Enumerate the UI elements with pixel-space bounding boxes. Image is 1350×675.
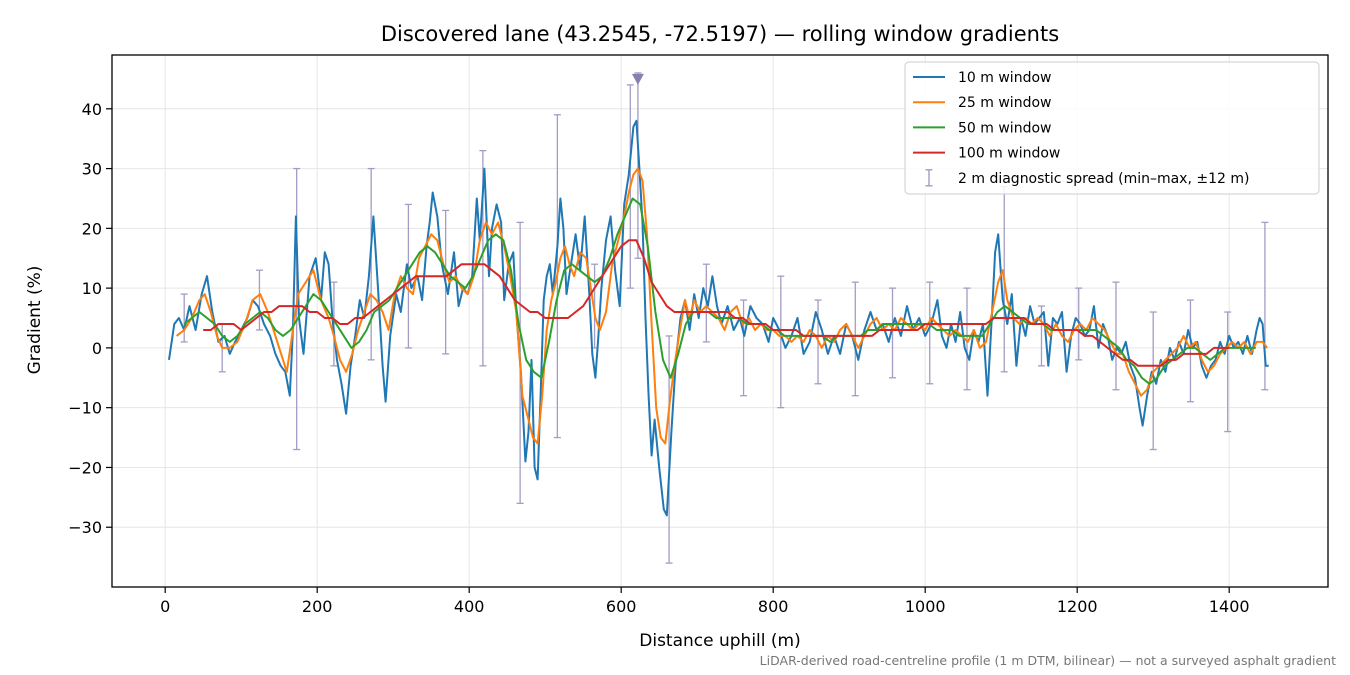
y-tick-label: 10 bbox=[82, 279, 102, 298]
errorbar bbox=[777, 275, 785, 409]
errorbar bbox=[180, 293, 188, 343]
legend-item: 25 m window bbox=[913, 95, 1051, 111]
errorbar bbox=[1075, 287, 1083, 361]
y-tick-label: −20 bbox=[68, 458, 102, 477]
x-tick-label: 800 bbox=[758, 597, 789, 616]
x-tick-label: 1400 bbox=[1209, 597, 1250, 616]
y-tick-label: −30 bbox=[68, 518, 102, 537]
y-tick-label: −10 bbox=[68, 399, 102, 418]
y-axis-ticks: −30 −20 −10 0 10 20 30 40 bbox=[68, 100, 112, 537]
y-tick-label: 30 bbox=[82, 160, 102, 179]
errorbar bbox=[634, 72, 642, 259]
x-tick-label: 1000 bbox=[905, 597, 946, 616]
series-lines bbox=[168, 119, 1269, 517]
chart-title: Discovered lane (43.2545, -72.5197) — ro… bbox=[381, 22, 1059, 46]
errorbar bbox=[963, 287, 971, 391]
y-tick-label: 20 bbox=[82, 219, 102, 238]
y-tick-label: 0 bbox=[92, 339, 102, 358]
series-line-4 bbox=[203, 239, 1230, 367]
errorbars bbox=[180, 72, 1269, 564]
peak-marker bbox=[631, 73, 644, 85]
series-line-1 bbox=[168, 119, 1269, 517]
x-tick-label: 400 bbox=[454, 597, 485, 616]
errorbar bbox=[851, 281, 859, 397]
x-axis-ticks: 0 200 400 600 800 1000 1200 1400 bbox=[160, 587, 1250, 616]
x-tick-label: 200 bbox=[302, 597, 333, 616]
y-axis-label: Gradient (%) bbox=[25, 266, 45, 375]
errorbar bbox=[1224, 311, 1232, 433]
errorbar bbox=[926, 281, 934, 385]
x-tick-label: 1200 bbox=[1057, 597, 1098, 616]
legend-label: 100 m window bbox=[958, 146, 1060, 162]
x-tick-label: 0 bbox=[160, 597, 170, 616]
plot-frame bbox=[111, 54, 1329, 588]
legend-box bbox=[904, 61, 1320, 195]
legend-label: 25 m window bbox=[958, 95, 1051, 111]
legend-label: 2 m diagnostic spread (min–max, ±12 m) bbox=[958, 171, 1249, 187]
footnote: LiDAR-derived road-centreline profile (1… bbox=[760, 653, 1336, 668]
errorbar bbox=[1112, 281, 1120, 391]
errorbar bbox=[740, 299, 748, 397]
legend-label: 50 m window bbox=[958, 120, 1051, 136]
legend-item: 50 m window bbox=[913, 120, 1051, 136]
legend: 10 m window 25 m window 50 m window 100 m w… bbox=[904, 61, 1320, 195]
legend-item: 10 m window bbox=[913, 70, 1051, 86]
peak-marker-group bbox=[631, 73, 644, 85]
legend-item: 100 m window bbox=[913, 146, 1060, 162]
errorbar bbox=[889, 287, 897, 379]
y-tick-label: 40 bbox=[82, 100, 102, 119]
errorbar bbox=[1186, 299, 1194, 403]
errorbar bbox=[255, 269, 263, 331]
legend-item: 2 m diagnostic spread (min–max, ±12 m) bbox=[925, 169, 1249, 187]
x-tick-label: 600 bbox=[606, 597, 637, 616]
legend-label: 10 m window bbox=[958, 70, 1051, 86]
x-axis-label: Distance uphill (m) bbox=[639, 631, 800, 651]
errorbar bbox=[367, 167, 375, 361]
